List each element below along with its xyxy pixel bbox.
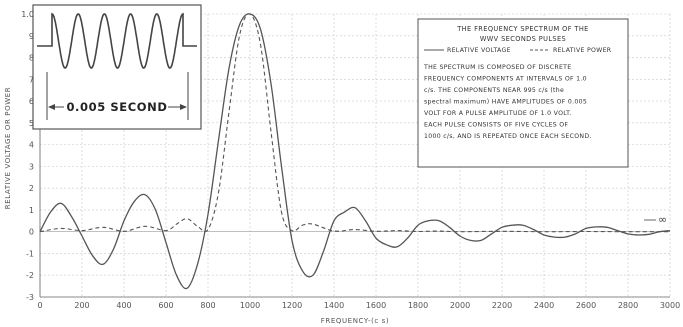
x-tick-label: 1600 xyxy=(366,301,386,310)
y-tick-label: 1 xyxy=(29,206,34,215)
y-tick-label: 0 xyxy=(29,228,34,237)
series-relative-voltage xyxy=(39,13,671,290)
y-axis-label: RELATIVE VOLTAGE OR POWER xyxy=(4,87,12,210)
y-tick-label: 6 xyxy=(29,97,34,106)
y-tick-label: 2 xyxy=(29,184,34,193)
x-tick-label: 200 xyxy=(74,301,89,310)
x-tick-label: 400 xyxy=(116,301,131,310)
legend-frame xyxy=(417,18,629,168)
series-layer xyxy=(39,13,671,290)
y-tick-label: -3 xyxy=(26,293,34,302)
legend-box: THE FREQUENCY SPECTRUM OF THE WWV SECOND… xyxy=(417,18,629,168)
note-line: c/s. THE COMPONENTS NEAR 995 c/s (the xyxy=(424,87,564,94)
y-tick-label: 7 xyxy=(29,75,34,84)
inset-arrow-right-head xyxy=(180,104,187,110)
x-axis-label: FREQUENCY-(c s) xyxy=(321,317,390,325)
note-line: 1000 c/s, AND IS REPEATED ONCE EACH SECO… xyxy=(424,133,592,140)
x-tick-label: 1000 xyxy=(240,301,260,310)
y-tick-label: 5 xyxy=(29,119,34,128)
inset-arrow-left-head xyxy=(48,104,55,110)
note-line: VOLT FOR A PULSE AMPLITUDE OF 1.0 VOLT. xyxy=(424,110,572,117)
x-tick-label: 1800 xyxy=(408,301,428,310)
pulse-inset: 0.005 SECOND xyxy=(32,4,202,130)
infinity-marker: ∞ xyxy=(658,213,667,226)
inset-duration-label: 0.005 SECOND xyxy=(66,100,167,114)
y-tick-label: -1 xyxy=(26,249,34,258)
legend-power-label: RELATIVE POWER xyxy=(553,47,612,54)
y-tick-label: 9 xyxy=(29,32,34,41)
x-tick-label: 800 xyxy=(200,301,215,310)
legend-title-line1: THE FREQUENCY SPECTRUM OF THE xyxy=(456,25,589,33)
x-tick-label: 0 xyxy=(37,301,42,310)
pulse-waveform xyxy=(37,12,197,69)
note-line: FREQUENCY COMPONENTS AT INTERVALS OF 1.0 xyxy=(424,76,587,83)
axis-layer: 0 200 400 600 800 1000 1200 1400 1600 1800 2000 220… xyxy=(21,10,680,310)
y-tick-label: 4 xyxy=(29,141,34,150)
legend-voltage-label: RELATIVE VOLTAGE xyxy=(447,47,511,54)
y-tick-label: 8 xyxy=(29,54,34,63)
note-line: THE SPECTRUM IS COMPOSED OF DISCRETE xyxy=(423,64,571,71)
y-tick-label: 1.0 xyxy=(21,10,34,19)
x-tick-label: 2800 xyxy=(618,301,638,310)
y-tick-label: 3 xyxy=(29,162,34,171)
note-line: spectral maximum) HAVE AMPLITUDES OF 0.0… xyxy=(424,99,587,106)
x-tick-label: 1200 xyxy=(282,301,302,310)
y-tick-label: -2 xyxy=(26,271,34,280)
x-tick-label: 600 xyxy=(158,301,173,310)
x-tick-label: 2400 xyxy=(534,301,554,310)
x-tick-label: 3000 xyxy=(660,301,680,310)
series-relative-power xyxy=(39,13,670,233)
legend-title-line2: WWV SECONDS PULSES xyxy=(480,35,566,43)
x-tick-label: 2200 xyxy=(492,301,512,310)
inset-label-bg xyxy=(64,99,168,115)
x-tick-label: 1400 xyxy=(324,301,344,310)
x-tick-label: 2000 xyxy=(450,301,470,310)
note-text: THE SPECTRUM IS COMPOSED OF DISCRETE FREQ… xyxy=(423,64,592,140)
x-tick-label: 2600 xyxy=(576,301,596,310)
note-line: EACH PULSE CONSISTS OF FIVE CYCLES OF xyxy=(424,122,568,129)
